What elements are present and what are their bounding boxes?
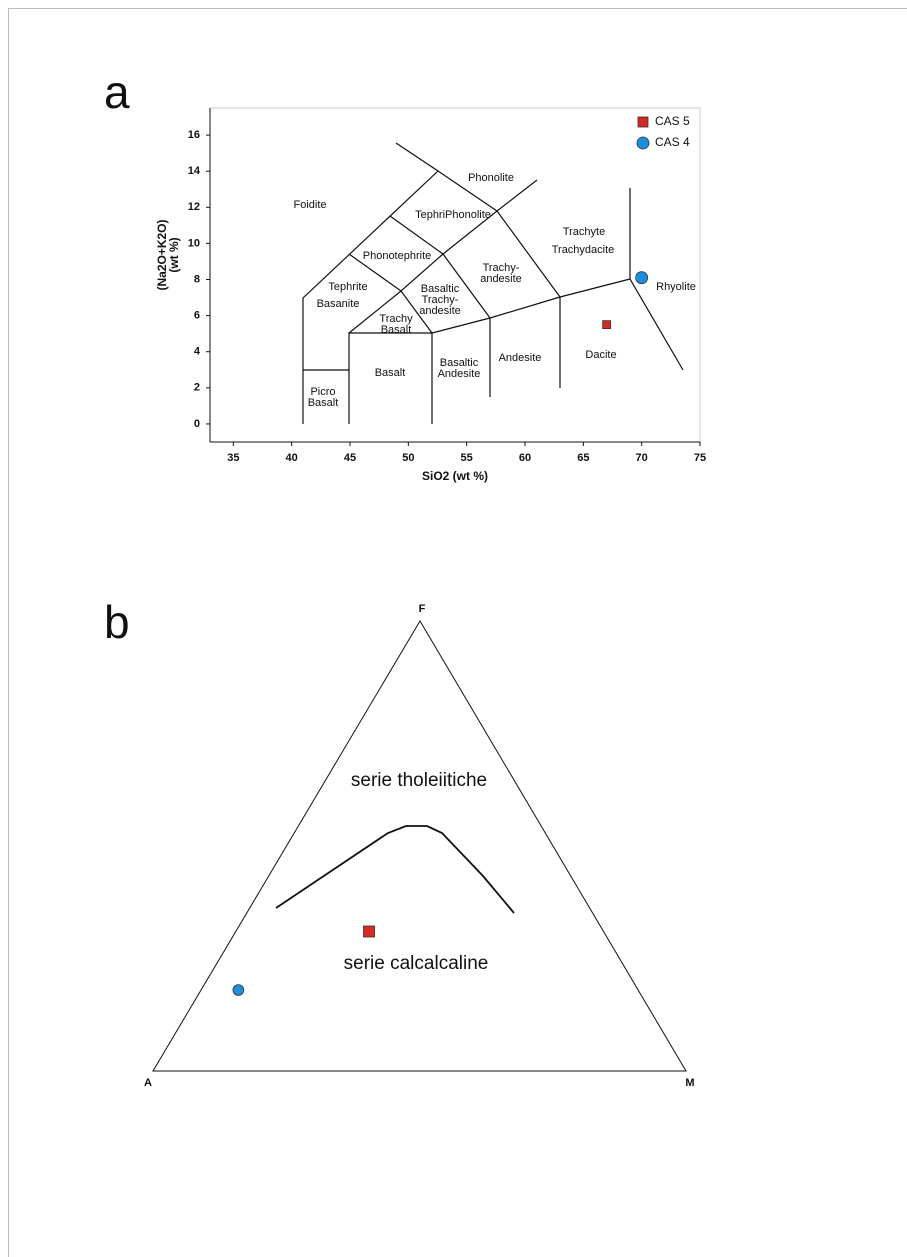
field-label: Trachydacite [552,244,615,256]
vertex-label: F [419,603,426,615]
x-tick-label: 70 [636,452,648,464]
field-label: Trachy [379,313,413,325]
y-tick-label: 12 [188,201,200,213]
x-tick-label: 65 [577,452,589,464]
point [363,925,375,938]
field-label: Foidite [293,199,326,211]
legend-label: CAS 5 [655,114,690,128]
y-tick-label: 4 [194,346,201,358]
field-label: Basaltic [440,357,479,369]
y-tick-label: 0 [194,418,200,430]
division-curve [275,825,515,914]
vertex-label: A [144,1077,152,1089]
x-tick-label: 50 [402,452,414,464]
field-label: Trachy- [483,262,520,274]
y-axis-label: (wt %) [167,237,181,272]
field-label: Rhyolite [656,281,696,293]
field-label: Basanite [317,298,360,310]
field-label: Trachy- [422,294,459,306]
panel-label: a [104,66,130,118]
field-label: Andesite [499,352,542,364]
field-label: Dacite [585,349,616,361]
x-tick-label: 55 [461,452,473,464]
field-label: Basalt [375,367,406,379]
legend-marker [637,116,649,128]
plot-frame [209,107,701,443]
field-label: Trachyte [563,226,605,238]
ternary-frame [152,620,687,1072]
region-label: serie tholeiitiche [351,770,487,791]
y-tick-label: 14 [188,165,201,177]
point [602,320,612,330]
y-axis-label: (Na2O+K2O) [155,219,169,290]
field-label: Basalt [381,324,412,336]
field-label: Basaltic [421,283,460,295]
panel-label: b [104,596,130,648]
x-tick-label: 40 [286,452,298,464]
region-label: serie calcalcaline [344,953,489,974]
y-tick-label: 16 [188,129,200,141]
legend-label: CAS 4 [655,135,690,149]
field-label: TephriPhonolite [415,209,491,221]
field-label: andesite [480,273,522,285]
x-tick-label: 45 [344,452,356,464]
field-label: Tephrite [328,281,367,293]
x-tick-label: 35 [227,452,239,464]
point [232,984,245,996]
x-tick-label: 60 [519,452,531,464]
field-label: andesite [419,305,461,317]
vertex-label: M [685,1077,694,1089]
point [635,271,649,285]
x-tick-label: 75 [694,452,706,464]
y-tick-label: 6 [194,310,200,322]
y-tick-label: 10 [188,237,200,249]
y-tick-label: 2 [194,382,200,394]
legend-marker [636,136,650,150]
y-tick-label: 8 [194,273,200,285]
field-label: Phonolite [468,172,514,184]
field-label: Andesite [438,368,481,380]
field-label: Basalt [308,397,339,409]
field-label: Phonotephrite [363,250,432,262]
field-boundaries [302,142,684,424]
field-label: Picro [310,386,335,398]
x-axis-label: SiO2 (wt %) [422,469,488,483]
